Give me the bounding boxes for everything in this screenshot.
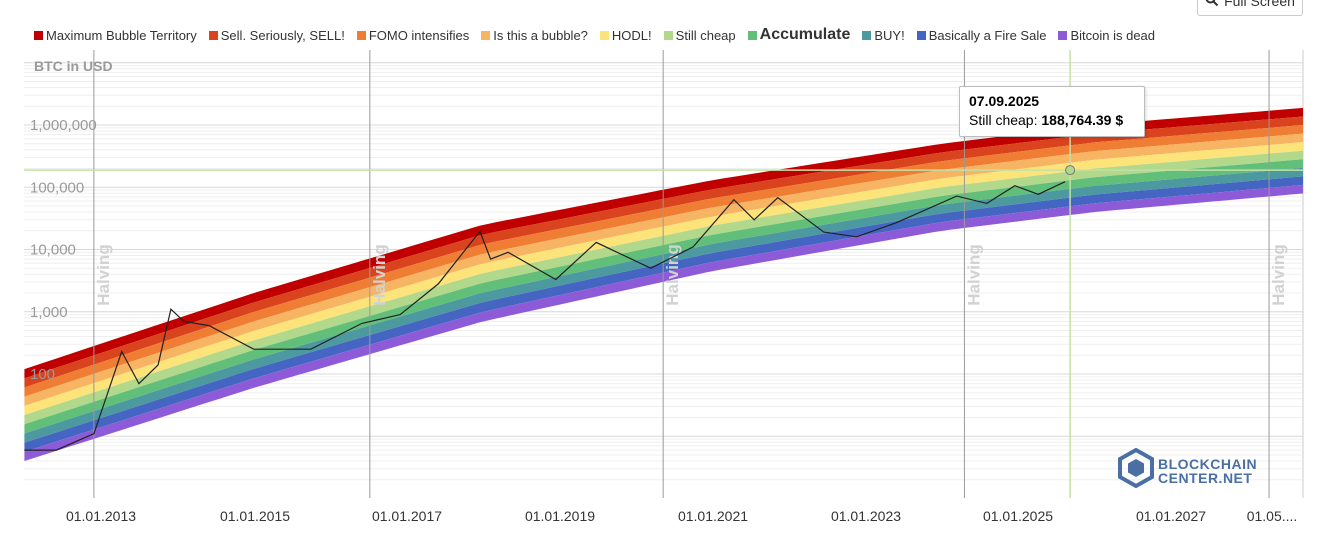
x-tick-label: 01.01.2017 [372, 508, 442, 524]
legend-label: FOMO intensifies [368, 27, 470, 43]
legend-swatch [356, 30, 366, 40]
blockchaincenter-logo: BLOCKCHAIN CENTER.NET [1118, 447, 1258, 493]
x-tick-label: 01.01.2021 [678, 508, 748, 524]
legend-item[interactable]: Is this a bubble? [481, 28, 588, 43]
tooltip-band: Still cheap [969, 112, 1034, 128]
crosshair-marker [1065, 165, 1076, 176]
legend-swatch [1058, 30, 1068, 40]
legend-item[interactable]: Basically a Fire Sale [916, 27, 1047, 43]
y-tick-label: 100 [30, 366, 55, 383]
y-tick-label: 10,000 [30, 242, 76, 259]
y-tick-label: 1,000,000 [30, 117, 97, 134]
legend-item[interactable]: HODL! [599, 27, 652, 43]
x-tick-label: 01.01.2025 [983, 508, 1053, 524]
legend-item[interactable]: FOMO intensifies [356, 27, 470, 43]
legend-item[interactable]: Still cheap [663, 27, 736, 43]
cube-logo-icon [1118, 447, 1154, 493]
y-axis-title: BTC in USD [34, 58, 113, 74]
x-tick-label: 01.05.... [1247, 508, 1298, 524]
x-tick-label: 01.01.2013 [66, 508, 136, 524]
y-tick-label: 1,000 [30, 304, 68, 321]
legend-label: HODL! [611, 27, 652, 43]
legend-swatch [599, 30, 609, 40]
tooltip-date: 07.09.2025 [969, 93, 1040, 109]
chart-legend: Maximum Bubble Territory Sell. Seriously,… [34, 25, 1155, 45]
legend-swatch [862, 30, 872, 40]
btc-price-line [24, 181, 1066, 451]
legend-label: Bitcoin is dead [1070, 27, 1156, 43]
legend-label: BUY! [874, 27, 905, 43]
legend-label: Is this a bubble? [493, 27, 588, 43]
legend-swatch [663, 30, 673, 40]
x-tick-label: 01.01.2023 [831, 508, 901, 524]
halving-label: Halving [370, 244, 389, 305]
tooltip: 07.09.2025 Still cheap: 188,764.39 $ [959, 86, 1145, 137]
legend-item[interactable]: Bitcoin is dead [1058, 28, 1155, 43]
legend-swatch [747, 30, 757, 40]
legend-label: Still cheap [675, 27, 736, 43]
fullscreen-label: Full Screen [1224, 0, 1295, 9]
legend-swatch [208, 30, 218, 40]
tooltip-value: 188,764.39 $ [1041, 112, 1124, 128]
legend-swatch [34, 30, 43, 40]
search-icon [1205, 0, 1219, 10]
legend-item[interactable]: Accumulate [747, 26, 851, 44]
legend-item[interactable]: Maximum Bubble Territory [34, 28, 197, 43]
x-tick-label: 01.01.2019 [525, 508, 595, 524]
x-tick-label: 01.01.2015 [220, 508, 290, 524]
legend-label: Accumulate [759, 26, 851, 43]
logo-line2: CENTER.NET [1158, 469, 1253, 486]
x-tick-label: 01.01.2027 [1136, 508, 1206, 524]
legend-swatch [481, 30, 491, 40]
legend-label: Sell. Seriously, SELL! [220, 27, 345, 43]
legend-item[interactable]: Sell. Seriously, SELL! [208, 27, 345, 43]
y-tick-label: 100,000 [30, 179, 84, 196]
fullscreen-button[interactable]: Full Screen [1197, 0, 1303, 16]
halving-label: Halving [964, 244, 983, 305]
halving-label: Halving [1269, 244, 1288, 305]
legend-label: Maximum Bubble Territory [46, 27, 197, 43]
logo-line1: BLOCKCHAIN [1158, 455, 1258, 472]
halving-label: Halving [94, 244, 113, 305]
legend-label: Basically a Fire Sale [928, 27, 1047, 43]
legend-swatch [916, 30, 926, 40]
legend-item[interactable]: BUY! [862, 27, 905, 43]
